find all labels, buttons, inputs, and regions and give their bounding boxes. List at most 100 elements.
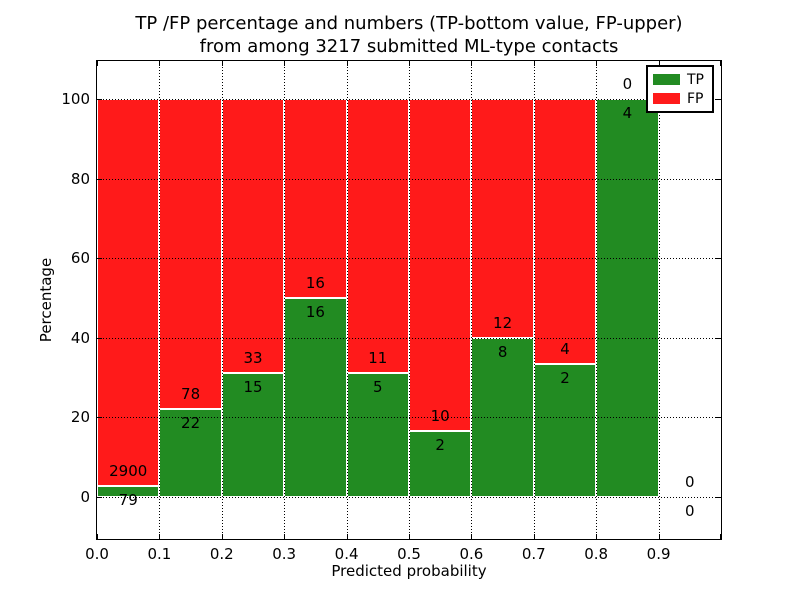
y-tick-mark: [97, 497, 102, 498]
x-tick-mark: [658, 534, 660, 539]
y-tick-label: 20: [70, 408, 90, 427]
tp-bar-segment: [596, 99, 659, 497]
x-tick-label: 0.7: [521, 545, 546, 563]
x-tick-mark: [471, 61, 473, 66]
x-tick-label: 0.6: [459, 545, 484, 563]
tp-count-label: 0: [685, 502, 695, 520]
fp-count-label: 33: [243, 348, 263, 367]
x-tick-label: 0.0: [85, 545, 109, 563]
x-tick-mark: [284, 61, 286, 66]
tp-bar-segment: [284, 298, 347, 497]
tp-count-label: 22: [181, 414, 201, 433]
tp-count-label: 79: [118, 491, 138, 510]
vertical-gridline: [346, 61, 348, 539]
legend-label-fp: FP: [687, 90, 704, 107]
bar-annotations-layer: 2900 79 78 22 33 15 16 16 11 5 10 2 12 8 4 2 0 4 0 0: [97, 61, 721, 539]
x-tick-label: 0.1: [147, 545, 172, 563]
x-tick-label: 0.5: [397, 545, 421, 563]
fp-red-swatch-icon: [653, 93, 680, 104]
x-tick-mark: [720, 534, 721, 539]
grid-layer: [97, 61, 721, 539]
x-tick-mark: [97, 534, 98, 539]
vertical-gridline: [221, 61, 223, 539]
x-axis-label: Predicted probability: [331, 562, 487, 580]
y-tick-mark: [716, 258, 721, 260]
x-tick-mark: [97, 61, 98, 66]
fp-count-label: 16: [305, 274, 325, 292]
chart-title-line-1: TP /FP percentage and numbers (TP-bottom…: [135, 13, 683, 34]
fp-count-label: 0: [685, 473, 695, 491]
tp-bar-segment: [221, 372, 285, 497]
y-tick-mark: [97, 417, 102, 419]
fp-bar-segment: [471, 99, 534, 338]
tp-bar-segment: [97, 486, 160, 497]
tick-marks-layer: [97, 61, 721, 539]
x-tick-mark: [720, 61, 721, 66]
legend: TP FP: [646, 65, 714, 113]
x-tick-mark: [409, 534, 410, 539]
legend-item-tp: TP: [648, 73, 712, 87]
fp-count-label: 2900: [109, 462, 148, 481]
tp-count-label: 2: [435, 435, 445, 454]
tp-count-label: 16: [305, 303, 325, 321]
y-tick-label: 100: [61, 90, 90, 108]
fp-bar-segment: [284, 99, 347, 298]
vertical-gridline: [159, 61, 161, 539]
vertical-gridline: [471, 61, 473, 539]
fp-count-label: 12: [493, 313, 513, 332]
x-tick-label: 0.3: [272, 545, 297, 563]
vertical-gridline: [409, 61, 410, 539]
fp-bar-segment: [159, 99, 222, 410]
tp-bar-segment: [533, 364, 597, 497]
y-tick-mark: [716, 497, 721, 498]
x-tick-mark: [658, 61, 660, 66]
tp-count-label: 4: [622, 104, 633, 122]
tp-count-label: 2: [560, 369, 570, 388]
y-tick-mark: [97, 178, 102, 180]
tp-count-label: 8: [497, 342, 508, 361]
legend-item-fp: FP: [648, 92, 712, 106]
vertical-gridline: [596, 61, 598, 539]
x-tick-mark: [596, 534, 598, 539]
x-tick-mark: [221, 534, 223, 539]
x-tick-mark: [159, 61, 161, 66]
x-tick-mark: [346, 61, 348, 66]
x-tick-label: 0.4: [334, 545, 359, 563]
y-tick-label: 40: [70, 328, 90, 347]
x-tick-label: 0.9: [646, 545, 671, 563]
y-tick-label: 0: [80, 488, 90, 506]
x-tick-mark: [409, 61, 410, 66]
legend-label-tp: TP: [687, 71, 704, 88]
x-tick-mark: [159, 534, 161, 539]
fp-count-label: 4: [560, 340, 570, 359]
tp-count-label: 5: [373, 377, 383, 396]
fp-bar-segment: [97, 99, 160, 487]
bars-layer: [97, 61, 721, 539]
chart-title-line-2: from among 3217 submitted ML-type contac…: [199, 36, 619, 57]
y-tick-mark: [97, 258, 102, 260]
y-tick-mark: [97, 99, 102, 100]
vertical-gridline: [533, 61, 535, 539]
x-tick-mark: [533, 61, 535, 66]
fp-count-label: 10: [430, 406, 450, 425]
fp-bar-segment: [533, 99, 597, 365]
fp-count-label: 78: [181, 385, 201, 404]
vertical-gridline: [284, 61, 286, 539]
x-tick-mark: [471, 534, 473, 539]
y-tick-mark: [716, 417, 721, 419]
fp-count-label: 0: [622, 75, 633, 93]
vertical-gridline: [658, 61, 660, 539]
fp-bar-segment: [409, 99, 472, 431]
x-tick-mark: [596, 61, 598, 66]
x-tick-mark: [533, 534, 535, 539]
y-tick-label: 60: [70, 249, 90, 268]
x-tick-label: 0.2: [209, 545, 234, 563]
tp-green-swatch-icon: [653, 74, 680, 85]
y-tick-mark: [716, 337, 721, 339]
y-tick-mark: [716, 178, 721, 180]
tp-bar-segment: [346, 372, 409, 497]
tp-count-label: 15: [243, 377, 263, 396]
y-tick-mark: [716, 99, 721, 100]
y-tick-mark: [97, 337, 102, 339]
